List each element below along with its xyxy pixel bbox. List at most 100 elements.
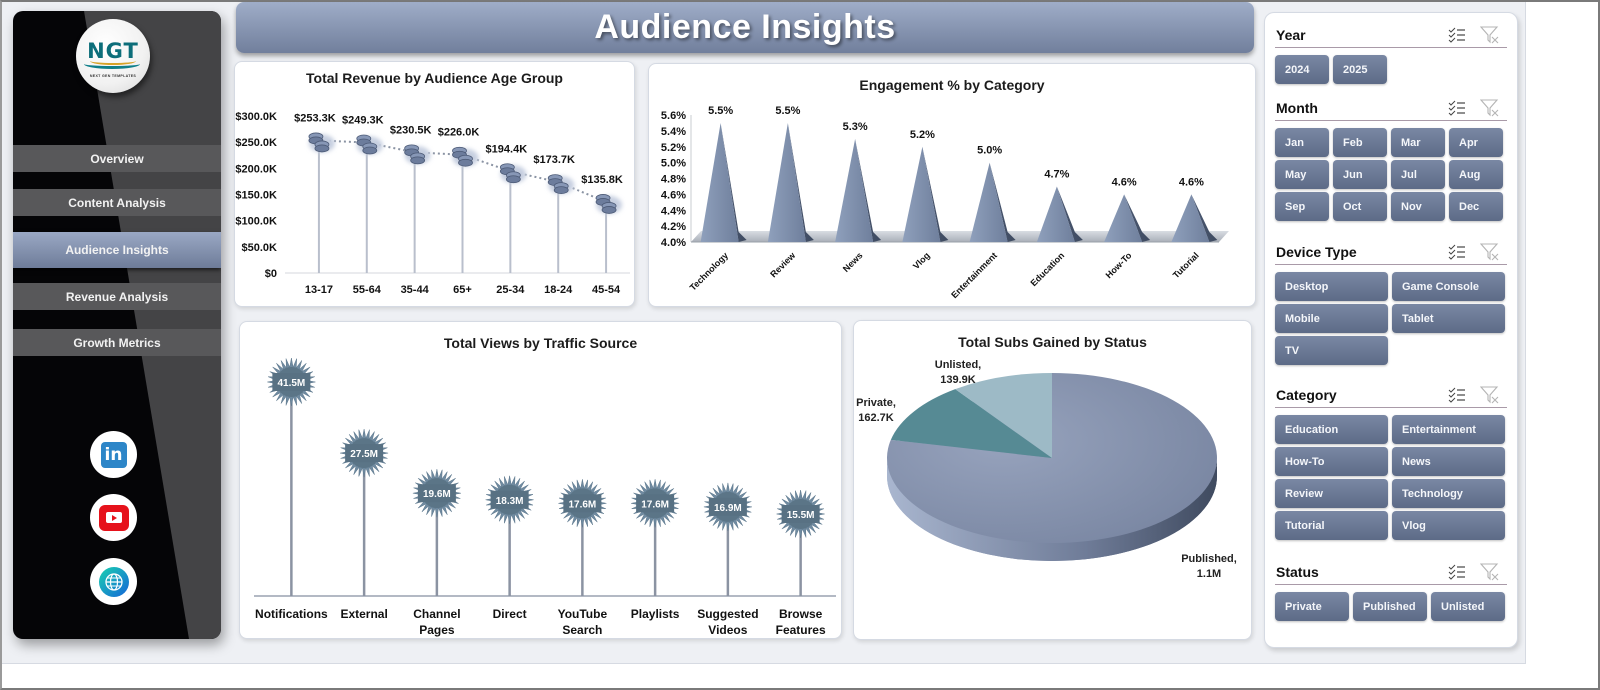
filter-option-education[interactable]: Education <box>1275 415 1388 444</box>
filter-option-tutorial[interactable]: Tutorial <box>1275 511 1388 540</box>
filter-option-vlog[interactable]: Vlog <box>1392 511 1505 540</box>
y-tick: $300.0K <box>235 111 277 123</box>
nav-overview[interactable]: Overview <box>13 145 221 172</box>
filter-option-nov[interactable]: Nov <box>1391 192 1445 221</box>
filter-option-label: Desktop <box>1285 280 1329 293</box>
filter-option-label: Tablet <box>1402 312 1434 325</box>
filter-option-aug[interactable]: Aug <box>1449 160 1503 189</box>
coin-stack-marker <box>595 194 623 214</box>
data-label: 17.6M <box>568 499 596 510</box>
clear-filter-icon[interactable] <box>1480 26 1500 44</box>
nav-label: Content Analysis <box>68 195 166 210</box>
multi-select-icon[interactable] <box>1448 564 1466 580</box>
nav-revenue-analysis[interactable]: Revenue Analysis <box>13 283 221 310</box>
filter-option-game-console[interactable]: Game Console <box>1392 272 1505 301</box>
filter-option-sep[interactable]: Sep <box>1275 192 1329 221</box>
data-label: 4.7% <box>1044 168 1069 180</box>
filter-option-label: Private <box>1285 600 1322 613</box>
nav-label: Growth Metrics <box>73 335 161 350</box>
x-tick: 35-44 <box>401 284 430 296</box>
filter-option-jan[interactable]: Jan <box>1275 128 1329 157</box>
multi-select-icon[interactable] <box>1448 244 1466 260</box>
filter-option-technology[interactable]: Technology <box>1392 479 1505 508</box>
sidebar-decoration <box>84 11 221 639</box>
filter-option-label: Mar <box>1401 136 1421 149</box>
logo-text: NGT <box>87 39 139 63</box>
y-tick: 4.2% <box>661 221 686 233</box>
youtube-link[interactable] <box>90 494 137 541</box>
filter-option-how-to[interactable]: How-To <box>1275 447 1388 476</box>
slicer-title: Category <box>1276 387 1337 403</box>
coin-stack-marker <box>547 174 575 195</box>
multi-select-icon[interactable] <box>1448 387 1466 403</box>
x-tick: 45-54 <box>592 284 621 296</box>
filter-option-private[interactable]: Private <box>1275 592 1349 621</box>
filter-option-dec[interactable]: Dec <box>1449 192 1503 221</box>
data-label: 19.6M <box>423 489 451 500</box>
x-tick: Search <box>562 623 602 637</box>
data-label: $230.5K <box>390 124 432 136</box>
starburst-marker <box>558 479 607 528</box>
clear-filter-icon[interactable] <box>1480 386 1500 404</box>
nav-label: Revenue Analysis <box>65 289 169 304</box>
slicer-status: Status Private Published Unlisted <box>1275 560 1507 621</box>
y-tick: $250.0K <box>235 137 277 149</box>
multi-select-icon[interactable] <box>1448 100 1466 116</box>
slicer-title: Year <box>1276 27 1306 43</box>
status-pie-chart: Published, 1.1M Private, 162.7K Unlisted, 139… <box>856 359 1237 580</box>
pyramid-bar <box>767 122 814 242</box>
y-tick: 5.2% <box>661 142 686 154</box>
nav-label: Overview <box>90 151 144 166</box>
pie-slice-unlisted <box>955 373 1052 458</box>
chart-title: Total Subs Gained by Status <box>958 334 1147 350</box>
filter-option-entertainment[interactable]: Entertainment <box>1392 415 1505 444</box>
filter-option-unlisted[interactable]: Unlisted <box>1431 592 1505 621</box>
data-label: 5.5% <box>708 105 733 117</box>
filter-option-label: Oct <box>1343 200 1362 213</box>
traffic-lollipop-chart: 41.5M Notifications 27.5M External 19.6M Chan… <box>254 357 836 637</box>
linkedin-icon: in <box>100 441 127 468</box>
nav-growth-metrics[interactable]: Growth Metrics <box>13 329 221 356</box>
filter-option-label: May <box>1285 168 1307 181</box>
filter-option-feb[interactable]: Feb <box>1333 128 1387 157</box>
filter-option-tablet[interactable]: Tablet <box>1392 304 1505 333</box>
x-tick: Notifications <box>255 607 328 621</box>
filter-option-apr[interactable]: Apr <box>1449 128 1503 157</box>
revenue-by-age-chart: Total Revenue by Audience Age Group $0 $5… <box>234 61 635 307</box>
filter-option-news[interactable]: News <box>1392 447 1505 476</box>
linkedin-link[interactable]: in <box>90 431 137 478</box>
filter-option-published[interactable]: Published <box>1353 592 1427 621</box>
website-link[interactable] <box>90 558 137 605</box>
x-tick: 25-34 <box>496 284 525 296</box>
pyramid-bar <box>700 122 747 242</box>
filter-option-tv[interactable]: TV <box>1275 336 1388 365</box>
filter-option-label: 2025 <box>1343 63 1368 76</box>
y-tick: $100.0K <box>235 216 277 228</box>
nav-content-analysis[interactable]: Content Analysis <box>13 189 221 216</box>
data-label: 4.6% <box>1112 176 1137 188</box>
subs-by-status-chart: Total Subs Gained by Status Published, 1.… <box>853 320 1252 640</box>
clear-filter-icon[interactable] <box>1480 563 1500 581</box>
filter-option-oct[interactable]: Oct <box>1333 192 1387 221</box>
filter-option-mobile[interactable]: Mobile <box>1275 304 1388 333</box>
clear-filter-icon[interactable] <box>1480 99 1500 117</box>
filter-option-2025[interactable]: 2025 <box>1333 55 1387 84</box>
filter-option-mar[interactable]: Mar <box>1391 128 1445 157</box>
multi-select-icon[interactable] <box>1448 27 1466 43</box>
slicer-header: Month <box>1275 96 1507 121</box>
coin-stack-marker <box>356 134 383 155</box>
clear-filter-icon[interactable] <box>1480 243 1500 261</box>
filter-option-2024[interactable]: 2024 <box>1275 55 1329 84</box>
filter-option-review[interactable]: Review <box>1275 479 1388 508</box>
x-tick: 18-24 <box>544 284 573 296</box>
filter-option-jun[interactable]: Jun <box>1333 160 1387 189</box>
coin-stack-marker <box>499 163 527 184</box>
filter-option-may[interactable]: May <box>1275 160 1329 189</box>
filter-option-desktop[interactable]: Desktop <box>1275 272 1388 301</box>
x-tick: Tutorial <box>1171 250 1201 280</box>
filter-option-jul[interactable]: Jul <box>1391 160 1445 189</box>
nav-audience-insights[interactable]: Audience Insights <box>13 232 221 268</box>
data-label: Unlisted, <box>935 359 981 371</box>
logo: NGT NEXT GEN TEMPLATES <box>76 19 150 93</box>
filter-option-label: Aug <box>1459 168 1481 181</box>
